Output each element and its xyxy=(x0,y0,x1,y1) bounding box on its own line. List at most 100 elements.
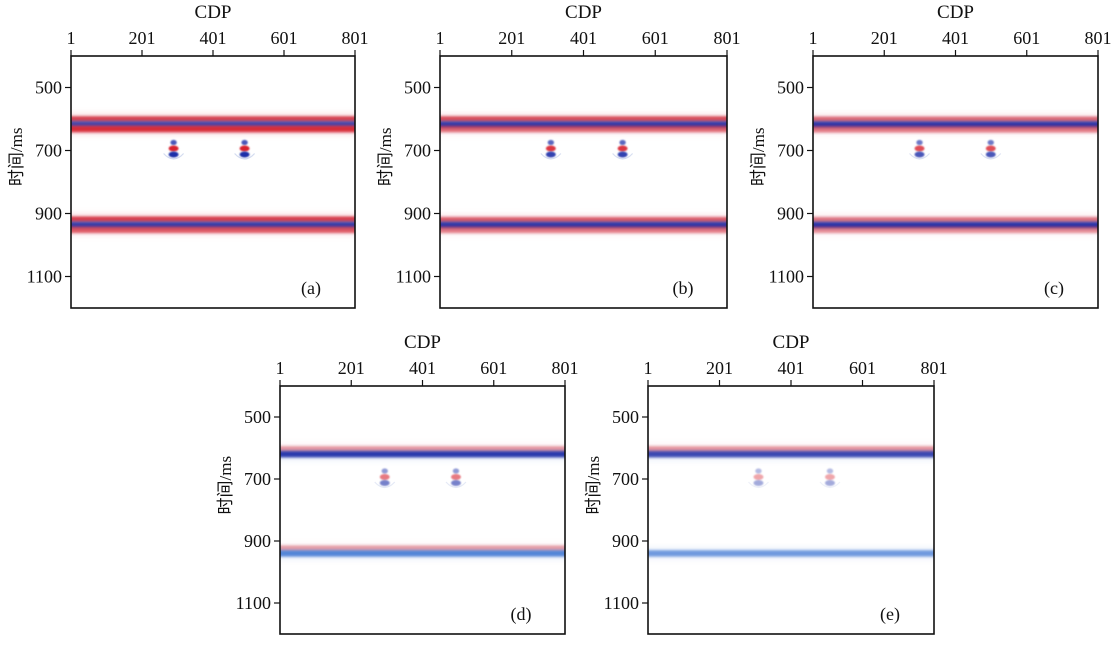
diffractor-mid xyxy=(824,474,835,480)
reflector-blue-620 xyxy=(280,451,565,458)
y-tick-label-900: 900 xyxy=(404,204,431,224)
diffractor-mid xyxy=(914,145,925,152)
y-axis-label: 时间/ms xyxy=(584,456,603,515)
y-tick-label-900: 900 xyxy=(244,531,271,551)
diffractor-1 xyxy=(748,468,769,489)
y-axis-label: 时间/ms xyxy=(7,128,26,187)
diffractor-top xyxy=(619,139,626,146)
diffractor-mid xyxy=(617,145,628,152)
diffraction-tail xyxy=(748,481,769,489)
x-tick-label-801: 801 xyxy=(1085,28,1112,48)
diffractor-bottom xyxy=(450,480,461,486)
plot-area xyxy=(648,386,934,634)
x-tick-label-1: 1 xyxy=(436,28,445,48)
panel-c: CDP 1 201 401 601 801 500 700 900 1100 时间/ms (c) xyxy=(749,2,1112,309)
plot-background xyxy=(813,56,1098,308)
panel-b: CDP 1 201 401 601 801 500 700 900 1100 时间/ms (b) xyxy=(376,2,741,309)
x-tick-label-1: 1 xyxy=(644,358,653,378)
reflector-red-633 xyxy=(813,126,1098,133)
diffractor-2 xyxy=(980,139,1002,160)
x-axis-title: CDP xyxy=(773,332,810,353)
x-tick-label-201: 201 xyxy=(129,28,156,48)
reflector-lightblue-940 xyxy=(280,550,565,557)
diffractor-mid xyxy=(168,145,179,152)
plot-background xyxy=(648,386,934,634)
x-tick-label-801: 801 xyxy=(921,358,948,378)
panel-e: CDP 1 201 401 601 801 500 700 900 1100 时间/ms (e) xyxy=(584,332,948,635)
diffractor-bottom xyxy=(824,480,835,486)
diffractor-top xyxy=(916,139,923,146)
y-tick-label-1100: 1100 xyxy=(769,267,804,287)
diffractor-top xyxy=(170,139,177,146)
x-tick-label-801: 801 xyxy=(342,28,369,48)
diffraction-tail xyxy=(980,153,1002,160)
plot-background xyxy=(440,56,727,308)
diffractor-bottom xyxy=(239,151,250,158)
diffraction-tail xyxy=(374,481,396,489)
y-tick-label-1100: 1100 xyxy=(604,593,639,613)
x-tick-label-401: 401 xyxy=(570,28,597,48)
plot-area xyxy=(71,56,355,308)
reflector-red-952 xyxy=(71,226,355,234)
y-axis-label: 时间/ms xyxy=(376,128,395,187)
plot-background xyxy=(280,386,565,634)
x-tick-label-1: 1 xyxy=(809,28,818,48)
plot-area xyxy=(440,56,727,308)
x-tick-label-1: 1 xyxy=(276,358,285,378)
diffractor-top xyxy=(987,139,994,146)
x-tick-label-601: 601 xyxy=(1013,28,1040,48)
diffractor-mid xyxy=(239,145,250,152)
diffractor-bottom xyxy=(617,151,628,158)
diffraction-tail xyxy=(612,153,634,160)
x-tick-label-201: 201 xyxy=(338,358,365,378)
y-tick-label-500: 500 xyxy=(35,78,62,98)
diffraction-tail xyxy=(819,481,841,489)
y-tick-label-900: 900 xyxy=(777,204,804,224)
diffractor-bottom xyxy=(985,151,996,158)
x-tick-label-1: 1 xyxy=(67,28,76,48)
x-tick-label-601: 601 xyxy=(480,358,507,378)
diffractor-1 xyxy=(909,139,930,160)
diffractor-mid xyxy=(985,145,996,152)
plot-area xyxy=(280,386,565,634)
y-tick-label-500: 500 xyxy=(612,407,639,427)
panel-label: (a) xyxy=(301,278,321,299)
diffractor-mid xyxy=(379,474,390,480)
diffractor-2 xyxy=(445,468,467,489)
y-tick-label-700: 700 xyxy=(404,141,431,161)
diffractor-top xyxy=(826,468,834,474)
panel-d: CDP 1 201 401 601 801 500 700 900 1100 时间/ms (d) xyxy=(216,332,579,635)
y-tick-label-1100: 1100 xyxy=(236,593,271,613)
panel-label: (d) xyxy=(511,604,532,625)
diffractor-mid xyxy=(450,474,461,480)
y-tick-label-900: 900 xyxy=(35,204,62,224)
reflector-blue-620 xyxy=(648,451,934,458)
diffractor-top xyxy=(755,468,762,474)
diffractor-bottom xyxy=(914,151,925,158)
panel-label: (c) xyxy=(1044,278,1064,299)
y-axis-label: 时间/ms xyxy=(749,128,768,187)
diffractor-top xyxy=(241,139,248,146)
diffractor-1 xyxy=(163,139,185,160)
x-tick-label-201: 201 xyxy=(498,28,525,48)
x-tick-label-401: 401 xyxy=(942,28,969,48)
diffractor-1 xyxy=(540,139,562,160)
diffraction-tail xyxy=(540,153,562,160)
x-tick-label-401: 401 xyxy=(200,28,227,48)
x-axis-title: CDP xyxy=(404,332,441,353)
plot-area xyxy=(813,56,1098,308)
x-tick-label-601: 601 xyxy=(271,28,298,48)
x-tick-label-401: 401 xyxy=(778,358,805,378)
y-tick-label-700: 700 xyxy=(244,469,271,489)
reflector-red-632 xyxy=(71,125,355,133)
x-axis-title: CDP xyxy=(937,2,974,23)
x-tick-label-201: 201 xyxy=(871,28,898,48)
diffraction-tail xyxy=(445,481,467,489)
x-tick-label-601: 601 xyxy=(642,28,669,48)
diffractor-top xyxy=(452,468,460,474)
diffractor-2 xyxy=(819,468,841,489)
diffractor-bottom xyxy=(545,151,556,158)
x-axis-title: CDP xyxy=(195,2,232,23)
reflector-red-952 xyxy=(813,226,1098,234)
